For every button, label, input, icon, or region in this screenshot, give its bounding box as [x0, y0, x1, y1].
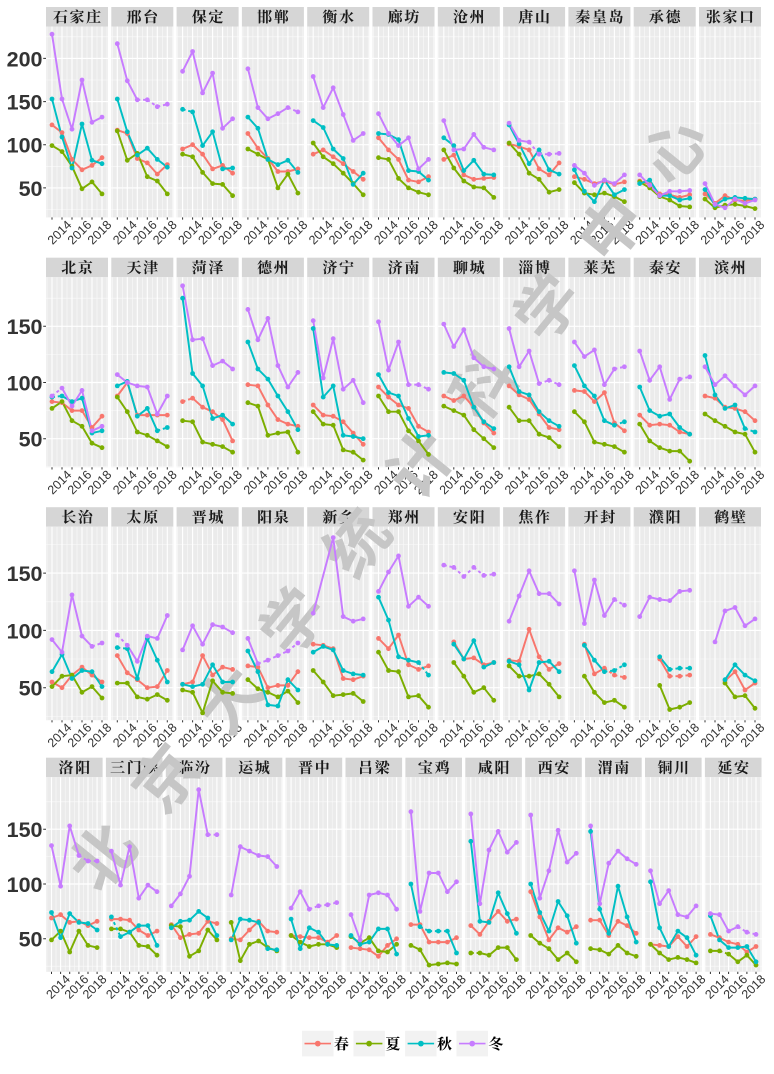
svg-text:100: 100	[7, 619, 43, 643]
svg-text:100: 100	[7, 134, 43, 158]
svg-text:50: 50	[19, 428, 43, 452]
svg-text:50: 50	[19, 177, 43, 201]
svg-text:150: 150	[7, 818, 43, 842]
svg-text:150: 150	[7, 562, 43, 586]
svg-text:200: 200	[7, 47, 43, 71]
svg-text:150: 150	[7, 315, 43, 339]
svg-text:100: 100	[7, 873, 43, 897]
svg-text:50: 50	[19, 677, 43, 701]
svg-text:150: 150	[7, 91, 43, 115]
svg-text:50: 50	[19, 928, 43, 952]
svg-text:100: 100	[7, 371, 43, 395]
